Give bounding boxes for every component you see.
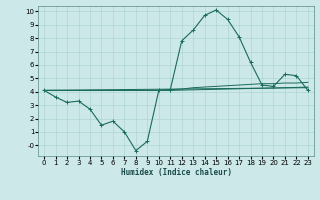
X-axis label: Humidex (Indice chaleur): Humidex (Indice chaleur): [121, 168, 231, 177]
